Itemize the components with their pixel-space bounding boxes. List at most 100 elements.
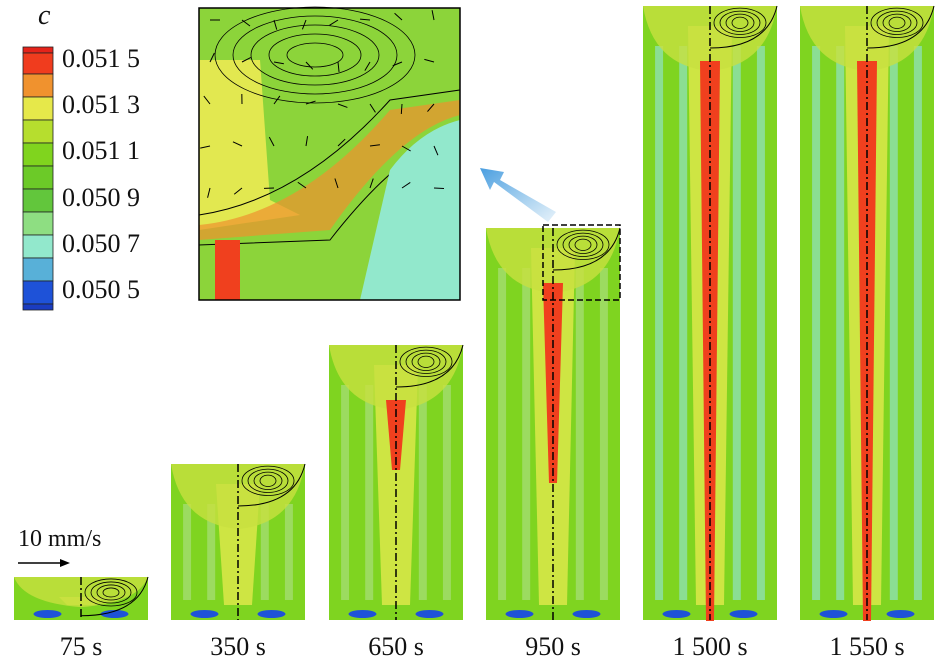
velocity-vector — [305, 136, 309, 147]
legend-title: c — [38, 0, 51, 31]
streamline — [568, 235, 598, 254]
legend-label: 0.051 5 — [62, 44, 140, 73]
time-label: 1 550 s — [829, 632, 905, 661]
time-label: 950 s — [525, 632, 581, 661]
streamline — [876, 10, 918, 35]
light-stripe — [418, 385, 427, 600]
light-stripe — [341, 385, 350, 600]
legend-swatch — [22, 119, 54, 144]
velocity-vector — [364, 61, 371, 71]
streamline — [90, 581, 132, 604]
legend-swatch — [22, 257, 54, 282]
velocity-vector — [305, 61, 314, 70]
velocity-vector — [203, 95, 211, 105]
velocity-vector — [369, 144, 380, 147]
streamline — [417, 355, 435, 368]
contour-panel — [171, 463, 306, 620]
blue-spot — [100, 610, 129, 618]
velocity-vector — [401, 145, 411, 152]
blue-spot — [415, 610, 444, 618]
velocity-vector — [334, 178, 339, 189]
streamline — [96, 584, 126, 601]
light-stripe — [284, 504, 293, 600]
velocity-vector — [305, 100, 316, 105]
velocity-vector — [400, 103, 403, 115]
red-core — [857, 61, 877, 621]
legend-swatch — [22, 73, 54, 98]
blue-spot — [662, 610, 691, 618]
light-stripe — [498, 268, 507, 600]
light-stripe — [442, 385, 451, 600]
velocity-vector — [433, 145, 439, 156]
velocity-vector — [359, 18, 371, 21]
inset-streamline — [286, 42, 344, 68]
velocity-vector — [209, 52, 215, 63]
streamline — [882, 13, 912, 32]
light-stripe — [260, 504, 269, 600]
blue-spot — [572, 610, 601, 618]
streamline — [725, 13, 755, 32]
light-stripe — [836, 46, 845, 600]
velocity-vector — [431, 10, 435, 21]
light-stripe — [575, 268, 584, 600]
legend-swatch — [22, 234, 54, 259]
legend-label: 0.050 5 — [62, 275, 140, 304]
velocity-vector — [273, 19, 278, 30]
legend-swatch — [22, 188, 54, 213]
velocity-vector — [337, 103, 348, 108]
streamline — [888, 16, 906, 29]
contour-panel — [329, 344, 464, 620]
streamline — [870, 7, 924, 38]
inset-red-core — [215, 240, 240, 300]
zoom-direction-arrow — [480, 168, 556, 222]
light-stripe — [207, 504, 216, 600]
light-stripe — [183, 504, 192, 600]
velocity-vector — [427, 103, 435, 112]
contour-panel — [486, 224, 621, 620]
velocity-vector — [337, 61, 340, 72]
legend-label: 0.050 7 — [62, 229, 140, 258]
streamline — [399, 346, 453, 377]
blue-spot — [33, 610, 62, 618]
velocity-vector — [200, 145, 211, 149]
streamline — [84, 578, 138, 607]
streamline — [719, 10, 761, 35]
streamline — [259, 474, 277, 487]
light-stripe — [522, 268, 531, 600]
zoom-region-box — [542, 224, 621, 301]
streamline — [731, 16, 749, 29]
time-label: 350 s — [210, 632, 266, 661]
legend-label: 0.050 9 — [62, 183, 140, 212]
streamline — [574, 238, 592, 251]
velocity-vector — [433, 187, 445, 190]
streamline — [405, 349, 447, 374]
pool-boundary — [80, 576, 149, 617]
legend-swatch — [22, 142, 54, 167]
light-stripe — [365, 385, 374, 600]
light-stripe — [913, 46, 922, 600]
pool-boundary — [709, 5, 778, 49]
red-core — [700, 61, 720, 621]
contour-panel — [800, 5, 935, 621]
time-label: 75 s — [59, 632, 103, 661]
velocity-vector — [297, 181, 307, 189]
velocity-vector — [301, 19, 307, 30]
legend-swatch — [22, 165, 54, 190]
streamline — [556, 229, 610, 260]
velocity-scale-label: 10 mm/s — [18, 526, 102, 552]
streamline — [102, 587, 120, 598]
velocity-vector — [394, 12, 403, 21]
blue-spot — [190, 610, 219, 618]
legend-swatch — [22, 46, 54, 54]
inset-yellow-region — [199, 60, 300, 230]
pool-boundary — [395, 344, 464, 388]
blue-spot — [348, 610, 377, 618]
inset-orange-band — [199, 100, 460, 240]
inset-frame — [198, 7, 461, 301]
streamline — [247, 468, 289, 493]
pool-boundary — [552, 227, 621, 271]
inset-streamline — [214, 6, 416, 104]
legend-swatch — [22, 303, 54, 311]
time-label: 650 s — [368, 632, 424, 661]
blue-spot — [257, 610, 286, 618]
